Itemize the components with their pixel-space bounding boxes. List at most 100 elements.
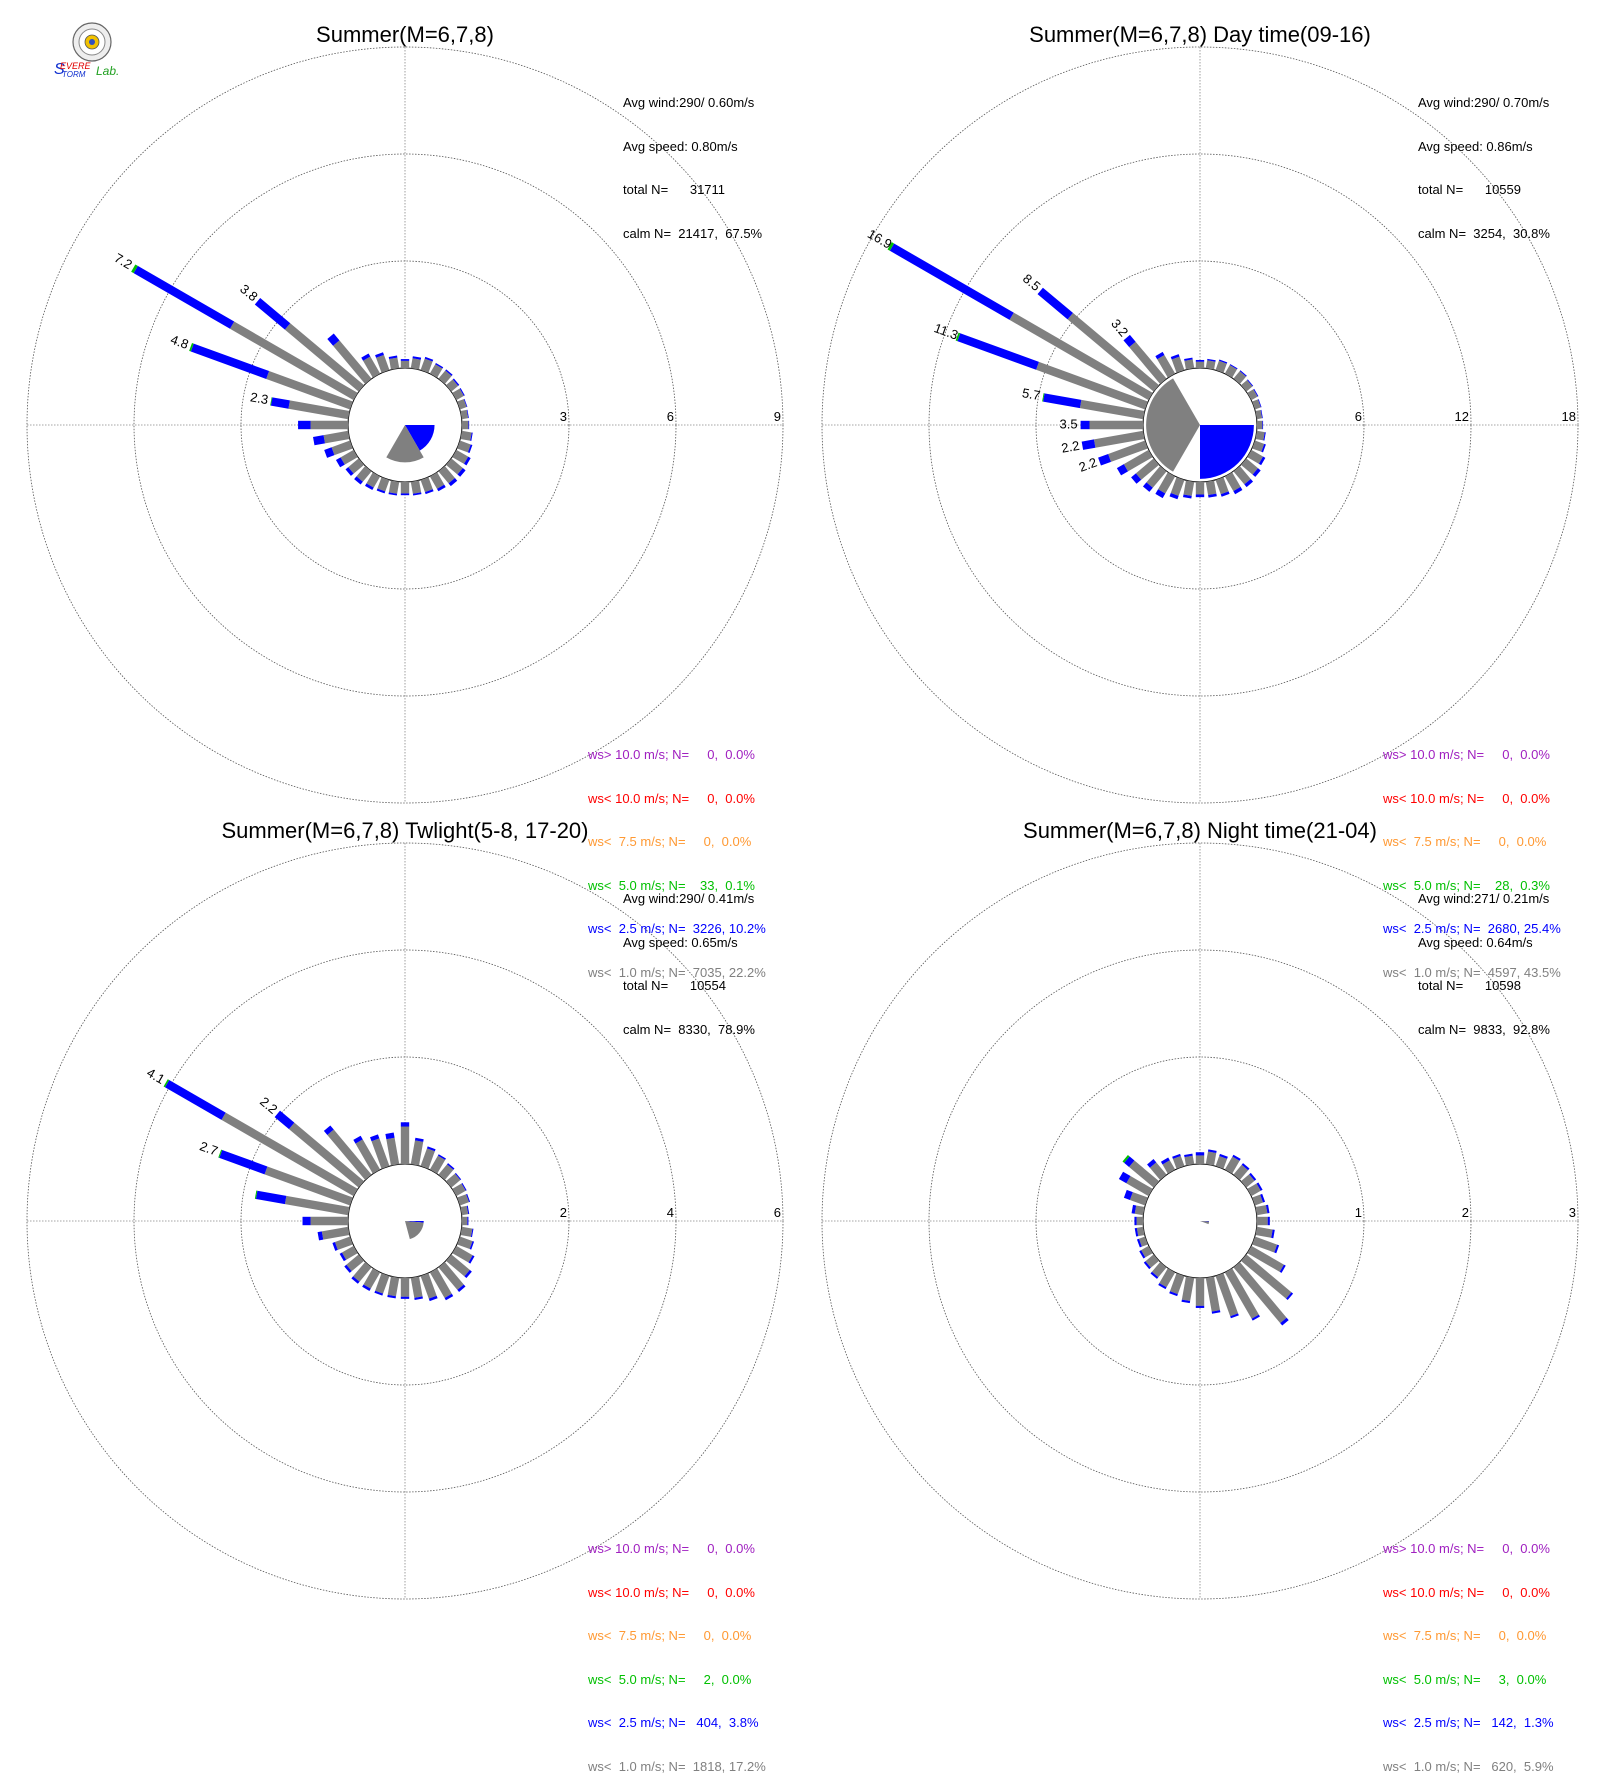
bar-segment	[401, 493, 409, 495]
bar-label: 3.2	[1108, 316, 1131, 339]
ring-label: 12	[1455, 409, 1469, 424]
legend-entry: ws< 1.0 m/s; N= 4597, 43.5%	[1383, 966, 1561, 981]
bar-segment	[1196, 1152, 1204, 1155]
bar-segment	[1196, 362, 1204, 368]
legend-entry: ws< 1.0 m/s; N= 7035, 22.2%	[588, 966, 766, 981]
bar-segment	[1255, 431, 1264, 441]
bar-segment	[460, 1227, 472, 1237]
chart-title: Summer(M=6,7,8) Twlight(5-8, 17-20)	[221, 818, 588, 843]
bar-label: 2.2	[1077, 455, 1099, 475]
legend-entry: ws> 10.0 m/s; N= 0, 0.0%	[588, 1542, 766, 1557]
bar-label: 7.2	[112, 250, 135, 272]
stat-line: total N= 10559	[1418, 183, 1550, 198]
bar-segment	[411, 1140, 423, 1165]
bar-segment	[1172, 357, 1185, 373]
bar-segment	[957, 333, 1039, 370]
bar-segment	[401, 361, 409, 368]
bar-segment	[1082, 439, 1096, 449]
bar-segment	[462, 1217, 467, 1225]
ring-label: 2	[560, 1205, 567, 1220]
legend-entry: ws< 5.0 m/s; N= 33, 0.1%	[588, 879, 766, 894]
bar-segment	[1206, 1151, 1217, 1165]
legend-entry: ws< 2.5 m/s; N= 2680, 25.4%	[1383, 922, 1561, 937]
bar-segment	[1196, 494, 1204, 497]
chart-title: Summer(M=6,7,8)	[316, 22, 494, 47]
bar-segment	[1134, 1217, 1136, 1225]
bar-segment	[311, 1217, 348, 1225]
chart-title: Summer(M=6,7,8) Day time(09-16)	[1029, 22, 1371, 47]
bar-segment	[324, 431, 350, 444]
bar-segment	[1268, 1217, 1270, 1225]
ring-label: 6	[774, 1205, 781, 1220]
legend-entry: ws< 2.5 m/s; N= 3226, 10.2%	[588, 922, 766, 937]
bar-segment	[1257, 1217, 1268, 1225]
legend-entry: ws< 7.5 m/s; N= 0, 0.0%	[588, 835, 766, 850]
stat-line: calm N= 9833, 92.8%	[1418, 1023, 1550, 1038]
stats-panel-2: Avg wind:290/ 0.70m/s Avg speed: 0.86m/s…	[1418, 67, 1550, 256]
legend-entry: ws> 10.0 m/s; N= 0, 0.0%	[588, 748, 766, 763]
bar-segment	[462, 421, 468, 429]
bar-segment	[401, 1278, 409, 1297]
ring-label: 9	[774, 409, 781, 424]
legend-panel-3: ws> 10.0 m/s; N= 0, 0.0% ws< 10.0 m/s; N…	[588, 1513, 766, 1789]
bar-segment	[303, 1217, 311, 1225]
stat-line: calm N= 8330, 78.9%	[623, 1023, 755, 1038]
bar-label: 2.7	[198, 1138, 220, 1158]
bar-segment	[467, 1217, 468, 1225]
legend-entry: ws< 7.5 m/s; N= 0, 0.0%	[1383, 835, 1561, 850]
legend-entry: ws< 1.0 m/s; N= 1818, 17.2%	[588, 1760, 766, 1775]
bar-segment	[313, 435, 325, 445]
bar-label: 2.2	[257, 1094, 280, 1117]
bar-segment	[388, 1276, 400, 1296]
ring-label: 6	[667, 409, 674, 424]
ring-label: 6	[1355, 409, 1362, 424]
legend-entry: ws> 10.0 m/s; N= 0, 0.0%	[1383, 748, 1561, 763]
calm-wedge	[1200, 425, 1254, 479]
stat-line: Avg speed: 0.86m/s	[1418, 140, 1550, 155]
legend-panel-1: ws> 10.0 m/s; N= 0, 0.0% ws< 10.0 m/s; N…	[588, 719, 766, 995]
stat-line: Avg wind:290/ 0.70m/s	[1418, 96, 1550, 111]
bar-label: 2.3	[249, 389, 269, 407]
bar-segment	[1196, 1155, 1204, 1164]
bar-segment	[165, 1080, 226, 1120]
bar-segment	[1135, 1205, 1145, 1215]
bar-segment	[386, 1138, 399, 1166]
bar-segment	[411, 1276, 423, 1297]
legend-panel-2: ws> 10.0 m/s; N= 0, 0.0% ws< 10.0 m/s; N…	[1383, 719, 1561, 995]
bar-segment	[389, 480, 399, 493]
bar-segment	[401, 359, 409, 361]
bar-segment	[1183, 480, 1194, 496]
bar-segment	[401, 1122, 409, 1126]
bar-segment	[219, 1150, 267, 1174]
legend-entry: ws< 10.0 m/s; N= 0, 0.0%	[1383, 792, 1561, 807]
chart-title: Summer(M=6,7,8) Night time(21-04)	[1023, 818, 1377, 843]
ring-label: 1	[1355, 1205, 1362, 1220]
legend-entry: ws< 2.5 m/s; N= 404, 3.8%	[588, 1716, 766, 1731]
bar-segment	[1262, 421, 1263, 429]
bar-segment	[1196, 1278, 1204, 1306]
bar-segment	[1206, 360, 1216, 369]
bar-segment	[1090, 421, 1144, 429]
bar-segment	[1081, 421, 1090, 429]
ring-label: 18	[1562, 409, 1576, 424]
bar-segment	[421, 477, 433, 492]
bar-label: 3.5	[1060, 416, 1078, 431]
bar-segment	[411, 358, 421, 369]
ring-label: 3	[1569, 1205, 1576, 1220]
legend-entry: ws< 10.0 m/s; N= 0, 0.0%	[588, 1586, 766, 1601]
bar-segment	[457, 1237, 472, 1249]
ring-label: 4	[667, 1205, 674, 1220]
bar-segment	[401, 1297, 409, 1299]
legend-entry: ws< 10.0 m/s; N= 0, 0.0%	[1383, 1586, 1554, 1601]
bar-segment	[1257, 421, 1262, 429]
stat-line: total N= 31711	[623, 183, 762, 198]
bar-segment	[1043, 393, 1081, 408]
bar-label: 3.8	[237, 281, 260, 304]
legend-panel-4: ws> 10.0 m/s; N= 0, 0.0% ws< 10.0 m/s; N…	[1383, 1513, 1554, 1789]
stats-panel-1: Avg wind:290/ 0.60m/s Avg speed: 0.80m/s…	[623, 67, 762, 256]
legend-entry: ws> 10.0 m/s; N= 0, 0.0%	[1383, 1542, 1554, 1557]
bar-segment	[1196, 360, 1204, 362]
bar-segment	[298, 421, 310, 429]
bar-segment	[191, 344, 269, 379]
